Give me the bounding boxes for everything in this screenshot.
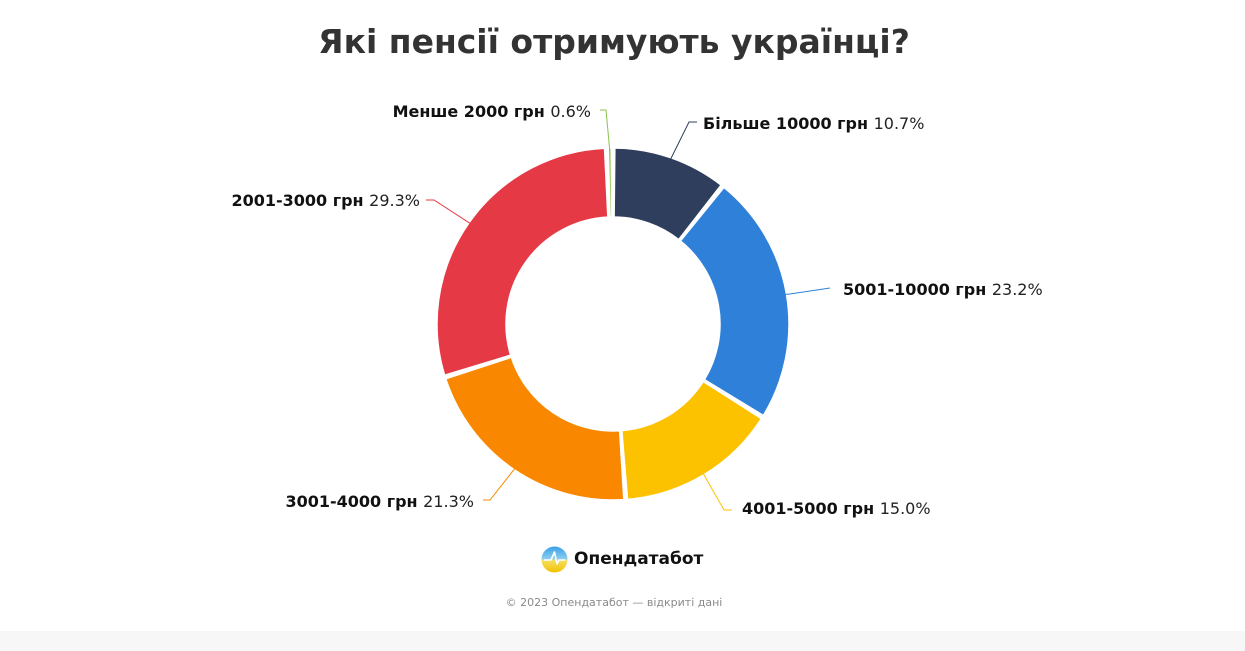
data-label-percent: 29.3% (369, 191, 420, 210)
data-label-percent: 0.6% (550, 102, 591, 121)
data-label-2001-3000: 2001-3000 грн 29.3% (231, 191, 420, 210)
footer-band (0, 631, 1245, 651)
brand-name: Опендатабот (574, 549, 704, 569)
data-label-4001-5000: 4001-5000 грн 15.0% (742, 499, 931, 518)
leader-line-2000 (600, 109, 611, 151)
data-label-percent: 15.0% (880, 499, 931, 518)
leader-line-3001-4000 (483, 467, 516, 501)
slice-3001-4000[interactable] (444, 356, 625, 501)
leader-line-10000 (669, 121, 697, 160)
data-label-category: 5001-10000 грн (843, 280, 992, 299)
opendatabot-logo-icon (541, 546, 568, 572)
data-label-percent: 21.3% (423, 492, 474, 511)
chart-slices (436, 147, 790, 501)
data-label-category: Більше 10000 грн (703, 114, 874, 133)
data-label-category: 2001-3000 грн (231, 191, 369, 210)
brand[interactable]: Опендатабот (541, 545, 703, 573)
slice-10000[interactable] (613, 147, 722, 241)
data-label-category: Менше 2000 грн (393, 102, 551, 121)
data-label-category: 4001-5000 грн (742, 499, 880, 518)
leader-line-2001-3000 (426, 199, 472, 225)
data-label-category: 3001-4000 грн (285, 492, 423, 511)
donut-chart: Більше 10000 грн 10.7% 5001-10000 грн 23.… (231, 102, 1042, 518)
slice-4001-5000[interactable] (621, 380, 763, 501)
data-label-percent: 10.7% (874, 114, 925, 133)
data-label-5001-10000: 5001-10000 грн 23.2% (843, 280, 1043, 299)
slice-5001-10000[interactable] (679, 186, 790, 417)
slice-2000[interactable] (607, 147, 613, 218)
slice-2001-3000[interactable] (436, 147, 609, 377)
chart-title: Які пенсії отримують українці? (318, 22, 910, 61)
copyright-text: © 2023 Опендатабот — відкриті дані (505, 596, 723, 609)
data-label-3001-4000: 3001-4000 грн 21.3% (285, 492, 474, 511)
data-label-2000: Менше 2000 грн 0.6% (393, 102, 591, 121)
data-label-10000: Більше 10000 грн 10.7% (703, 114, 924, 133)
data-label-percent: 23.2% (992, 280, 1043, 299)
leader-line-4001-5000 (702, 472, 732, 511)
leader-lines (426, 109, 831, 511)
data-labels: Більше 10000 грн 10.7% 5001-10000 грн 23.… (231, 102, 1042, 518)
leader-line-5001-10000 (784, 287, 831, 295)
